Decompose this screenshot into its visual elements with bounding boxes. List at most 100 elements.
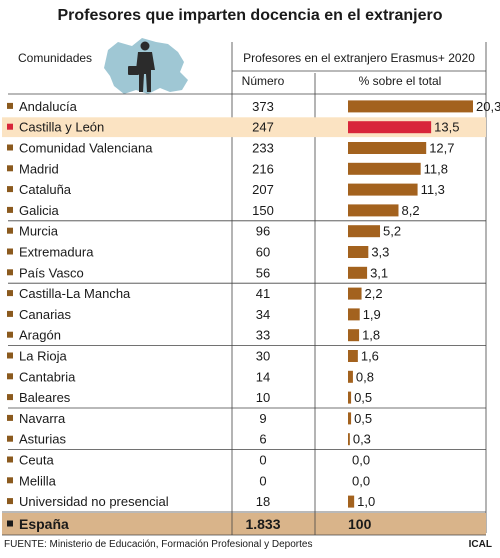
region-label: Asturias bbox=[19, 432, 66, 447]
number-value: 9 bbox=[259, 411, 266, 426]
number-value: 6 bbox=[259, 432, 266, 447]
number-value: 34 bbox=[256, 307, 270, 322]
percent-bar bbox=[348, 433, 350, 446]
number-value: 247 bbox=[252, 120, 274, 135]
region-label: La Rioja bbox=[19, 349, 67, 364]
percent-label: 11,8 bbox=[424, 161, 448, 176]
column-header-region: Comunidades bbox=[18, 51, 92, 65]
percent-label: 5,2 bbox=[383, 224, 401, 239]
row-bullet bbox=[7, 102, 13, 109]
percent-label: 0,5 bbox=[354, 390, 372, 405]
column-header-percent: % sobre el total bbox=[359, 74, 442, 88]
percent-label: 12,7 bbox=[429, 141, 454, 156]
total-bullet bbox=[7, 520, 13, 527]
column-group-header: Profesores en el extranjero Erasmus+ 202… bbox=[243, 51, 475, 65]
percent-bar bbox=[348, 391, 352, 404]
row-bullet bbox=[7, 352, 13, 359]
percent-bar bbox=[348, 204, 399, 217]
percent-bar bbox=[348, 142, 427, 154]
percent-label: 1,6 bbox=[361, 349, 379, 364]
percent-bar bbox=[348, 350, 358, 362]
number-value: 207 bbox=[252, 182, 274, 197]
row-bullet bbox=[7, 435, 13, 442]
percent-label: 2,2 bbox=[365, 286, 383, 301]
region-label: Navarra bbox=[19, 411, 66, 426]
percent-label: 0,8 bbox=[356, 369, 374, 384]
row-bullet bbox=[7, 206, 13, 213]
person-silhouette-icon bbox=[128, 41, 155, 92]
total-row-bg bbox=[2, 513, 486, 535]
number-value: 18 bbox=[256, 494, 270, 509]
column-header-number: Número bbox=[242, 74, 285, 88]
percent-bar bbox=[348, 329, 360, 342]
row-bullet bbox=[7, 373, 13, 380]
percent-bar bbox=[348, 412, 352, 425]
region-label: Aragón bbox=[19, 328, 61, 343]
region-label: Castilla-La Mancha bbox=[19, 286, 131, 301]
region-label: Cantabria bbox=[19, 369, 76, 384]
region-label: Galicia bbox=[19, 203, 60, 218]
percent-bar bbox=[348, 266, 368, 279]
percent-label: 11,3 bbox=[421, 182, 445, 197]
percent-bar bbox=[348, 225, 381, 238]
region-label: Murcia bbox=[19, 224, 59, 239]
table-header: Comunidades Profesores en el extranjero … bbox=[18, 38, 486, 94]
number-value: 0 bbox=[259, 453, 266, 468]
total-number: 1.833 bbox=[245, 516, 280, 532]
percent-bar bbox=[348, 162, 421, 175]
row-bullet bbox=[7, 248, 13, 255]
number-value: 10 bbox=[256, 390, 270, 405]
percent-label: 0,0 bbox=[352, 473, 370, 488]
region-label: Andalucía bbox=[19, 99, 78, 114]
percent-label: 1,8 bbox=[362, 328, 380, 343]
region-label: Madrid bbox=[19, 161, 59, 176]
row-bullet bbox=[7, 394, 13, 401]
region-label: Melilla bbox=[19, 473, 57, 488]
percent-bar bbox=[348, 100, 473, 113]
percent-label: 3,1 bbox=[370, 265, 388, 280]
region-map-icon bbox=[104, 38, 188, 94]
number-value: 0 bbox=[259, 473, 266, 488]
percent-bar bbox=[348, 495, 355, 508]
number-value: 216 bbox=[252, 161, 274, 176]
row-bullet bbox=[7, 456, 13, 463]
row-bullet bbox=[7, 123, 13, 130]
region-label: Cataluña bbox=[19, 182, 72, 197]
percent-label: 0,5 bbox=[354, 411, 372, 426]
table-body: Andalucía 373 20,3 Castilla y León 247 13,5 Co… bbox=[2, 99, 500, 536]
number-value: 56 bbox=[256, 265, 270, 280]
source-note: FUENTE: Ministerio de Educación, Formaci… bbox=[4, 539, 312, 550]
region-label: País Vasco bbox=[19, 265, 84, 280]
number-value: 233 bbox=[252, 141, 274, 156]
percent-bar bbox=[348, 287, 362, 300]
row-bullet bbox=[7, 186, 13, 193]
percent-bar bbox=[348, 246, 369, 258]
region-label: Extremadura bbox=[19, 245, 94, 260]
number-value: 60 bbox=[256, 245, 270, 260]
percent-bar bbox=[348, 121, 432, 134]
region-label: Ceuta bbox=[19, 453, 54, 468]
row-bullet bbox=[7, 269, 13, 276]
number-value: 41 bbox=[256, 286, 270, 301]
region-label: Baleares bbox=[19, 390, 71, 405]
region-label: Universidad no presencial bbox=[19, 494, 169, 509]
percent-label: 0,0 bbox=[352, 453, 370, 468]
number-value: 373 bbox=[252, 99, 274, 114]
percent-bar bbox=[348, 370, 353, 383]
percent-label: 1,9 bbox=[363, 307, 381, 322]
row-bullet bbox=[7, 310, 13, 317]
number-value: 14 bbox=[256, 369, 270, 384]
percent-label: 0,3 bbox=[353, 432, 371, 447]
row-bullet bbox=[7, 477, 13, 484]
percent-label: 20,3 bbox=[476, 99, 500, 114]
percent-label: 13,5 bbox=[434, 120, 459, 135]
region-label: Canarias bbox=[19, 307, 72, 322]
row-bullet bbox=[7, 498, 13, 505]
total-label: España bbox=[19, 516, 69, 532]
row-bullet bbox=[7, 331, 13, 338]
row-bullet bbox=[7, 165, 13, 172]
percent-bar bbox=[348, 308, 360, 321]
chart-title: Profesores que imparten docencia en el e… bbox=[57, 7, 442, 24]
number-value: 150 bbox=[252, 203, 274, 218]
